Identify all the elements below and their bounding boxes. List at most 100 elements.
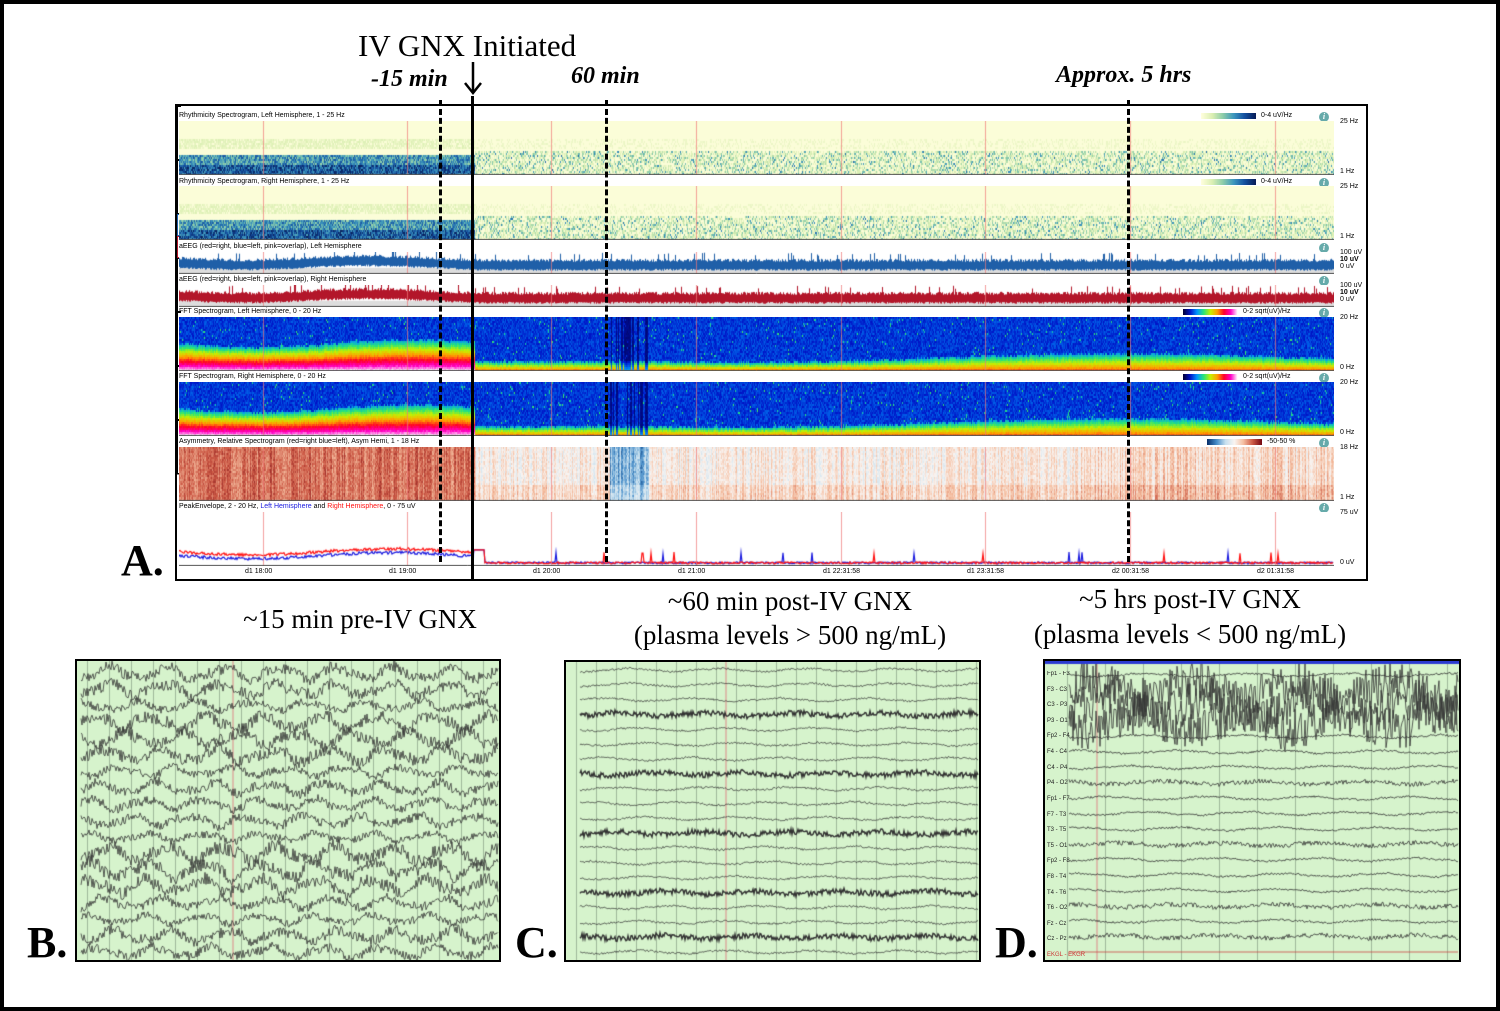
- eeg-panel-c: [564, 660, 981, 962]
- scale-label: 0 Hz: [1340, 429, 1355, 436]
- track-title-5: FFT Spectrogram, Left Hemisphere, 0 - 20…: [179, 308, 322, 315]
- caption-d-line1: ~5 hrs post-IV GNX: [1079, 584, 1301, 614]
- scale-label: 75 uV: [1340, 509, 1359, 516]
- caption-c-line1: ~60 min post-IV GNX: [667, 586, 913, 616]
- marker-minus-15-min: -15 min: [371, 66, 448, 92]
- time-tick-label: d1 19:00: [389, 568, 417, 575]
- marker-line-minus-15-min: [439, 100, 442, 562]
- track-plot-rhythm: [179, 186, 1334, 240]
- scale-label: 0 uV: [1340, 263, 1355, 270]
- time-tick-label: d1 18:00: [245, 568, 273, 575]
- caption-c-line2: (plasma levels > 500 ng/mL): [633, 620, 947, 650]
- legend-label: 0-4 uV/Hz: [1261, 112, 1293, 119]
- scale-label: 1 Hz: [1340, 494, 1355, 501]
- track-title-part: and: [311, 503, 328, 510]
- marker-line-60-min: [605, 100, 608, 562]
- track-title-3: aEEG (red=right, blue=left, pink=overlap…: [179, 243, 362, 250]
- info-icon[interactable]: i: [1319, 308, 1329, 318]
- scale-label: 1 Hz: [1340, 168, 1355, 175]
- time-tick-label: d1 23:31:58: [967, 568, 1004, 575]
- scale-label: 10 uV: [1340, 256, 1359, 263]
- track-plot-asym: [179, 447, 1334, 501]
- trend-panel-a: Rhythmicity Spectrogram, Left Hemisphere…: [175, 104, 1368, 581]
- channel-label: C4 - P4: [1047, 764, 1068, 771]
- marker-60-min: 60 min: [571, 63, 640, 89]
- channel-label: T4 - T6: [1047, 889, 1067, 896]
- time-tick-label: d1 22:31:58: [823, 568, 860, 575]
- info-icon[interactable]: i: [1319, 503, 1329, 513]
- scale-label: 10 uV: [1340, 289, 1359, 296]
- down-arrow-icon: [464, 62, 482, 96]
- colorbar-legend: [1201, 113, 1256, 119]
- time-tick-label: d1 20:00: [533, 568, 561, 575]
- track-title-7: Asymmetry, Relative Spectrogram (red=rig…: [179, 438, 420, 445]
- channel-label: F3 - C3: [1047, 686, 1068, 693]
- figure-title: IV GNX Initiated: [358, 28, 577, 63]
- eeg-traces: [1045, 661, 1459, 960]
- eeg-traces: [566, 662, 979, 960]
- legend-label: 0-2 sqrt(uV)/Hz: [1243, 373, 1291, 380]
- scale-label: 0 Hz: [1340, 364, 1355, 371]
- scale-label: 18 Hz: [1340, 444, 1359, 451]
- marker-5-hrs: Approx. 5 hrs: [1056, 62, 1192, 88]
- scale-label: 25 Hz: [1340, 118, 1359, 125]
- track-title-4: aEEG (red=right, blue=left, pink=overlap…: [179, 276, 367, 283]
- channel-label: P3 - O1: [1047, 717, 1068, 724]
- eeg-traces: [77, 661, 499, 960]
- colorbar-legend: [1207, 439, 1262, 445]
- info-icon[interactable]: i: [1319, 243, 1329, 253]
- marker-line-5-hrs: [1127, 100, 1130, 562]
- info-icon[interactable]: i: [1319, 276, 1329, 286]
- channel-label: F8 - T4: [1047, 873, 1067, 880]
- time-tick-label: d1 21:00: [678, 568, 706, 575]
- channel-label: Fp1 - F7: [1047, 795, 1070, 802]
- caption-b: ~15 min pre-IV GNX: [243, 604, 477, 634]
- channel-label: Fp2 - F8: [1047, 858, 1070, 865]
- colorbar-legend: [1201, 179, 1256, 185]
- channel-label: T5 - O1: [1047, 842, 1068, 849]
- scale-label: 1 Hz: [1340, 233, 1355, 240]
- panel-label-d: D.: [995, 918, 1038, 967]
- channel-label: T3 - T5: [1047, 827, 1067, 834]
- channel-label: EKGL - EKGR: [1047, 952, 1086, 958]
- info-icon[interactable]: i: [1319, 178, 1329, 188]
- channel-label: C3 - P3: [1047, 702, 1068, 709]
- panel-label-c: C.: [515, 918, 558, 967]
- eeg-panel-b: [75, 659, 501, 962]
- channel-label: Fp1 - F3: [1047, 671, 1070, 677]
- info-icon[interactable]: i: [1319, 373, 1329, 383]
- scale-label: 100 uV: [1340, 282, 1363, 289]
- colorbar-legend: [1183, 309, 1238, 315]
- track-title-6: FFT Spectrogram, Right Hemisphere, 0 - 2…: [179, 373, 326, 380]
- track-title-part: Left Hemisphere: [260, 503, 312, 510]
- scale-label: 0 uV: [1340, 296, 1355, 303]
- panel-label-b: B.: [27, 918, 68, 967]
- info-icon[interactable]: i: [1319, 438, 1329, 448]
- channel-label: P4 - O2: [1047, 780, 1068, 787]
- track-plot-fft: [179, 382, 1334, 436]
- track-title-part: , 0 - 75 uV: [383, 503, 416, 510]
- track-plot-aeeg: [179, 285, 1334, 307]
- marker-line-infusion-start: [471, 96, 474, 580]
- channel-label: Fp2 - F4: [1047, 733, 1070, 740]
- scale-label: 20 Hz: [1340, 379, 1359, 386]
- track-plot-aeeg: [179, 252, 1334, 274]
- track-title-part: PeakEnvelope, 2 - 20 Hz,: [179, 503, 261, 510]
- track-title-part: Right Hemisphere: [327, 503, 384, 510]
- scale-label: 100 uV: [1340, 249, 1363, 256]
- track-title-2: Rhythmicity Spectrogram, Right Hemispher…: [179, 178, 350, 185]
- scale-label: 0 uV: [1340, 559, 1355, 566]
- colorbar-legend: [1183, 374, 1238, 380]
- info-icon[interactable]: i: [1319, 112, 1329, 122]
- channel-label: F7 - T3: [1047, 811, 1067, 818]
- panel-label-a: A.: [121, 536, 164, 585]
- legend-label: 0-4 uV/Hz: [1261, 178, 1293, 185]
- legend-label: 0-2 sqrt(uV)/Hz: [1243, 308, 1291, 315]
- time-tick-label: d2 01:31:58: [1257, 568, 1294, 575]
- eeg-panel-d: Fp1 - F3 F3 - C3 C3 - P3 P3 - O1 Fp2 - F4 F4 …: [1043, 659, 1461, 962]
- scale-label: 20 Hz: [1340, 314, 1359, 321]
- track-title-1: Rhythmicity Spectrogram, Left Hemisphere…: [179, 112, 345, 119]
- channel-label: Fz - Cz: [1047, 920, 1067, 927]
- channel-label: Cz - Pz: [1047, 936, 1067, 943]
